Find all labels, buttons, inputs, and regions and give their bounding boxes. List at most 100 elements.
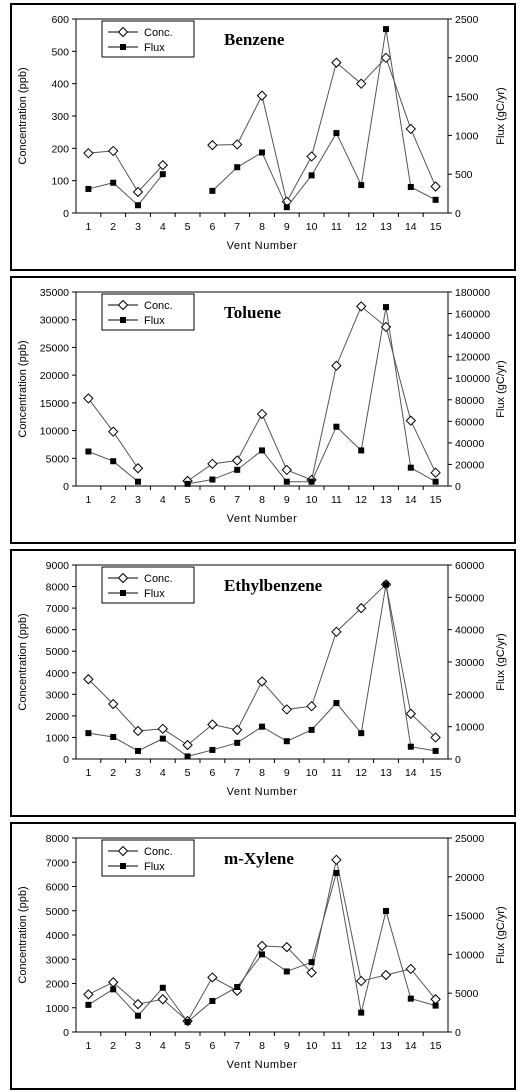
x-tick-label: 15 <box>430 1040 442 1052</box>
y2-tick-label: 180000 <box>455 287 490 299</box>
flux-data-point <box>432 478 439 485</box>
y2-tick-label: 0 <box>455 754 461 766</box>
conc-data-point <box>256 676 268 687</box>
x-tick-label: 10 <box>306 1040 318 1052</box>
chart-title: m-Xylene <box>224 849 294 868</box>
y-tick-label: 400 <box>51 79 69 91</box>
conc-data-point <box>405 123 417 135</box>
toluene-chart: 0 5000 10000 15000 20000 25000 30000 35000 0 2000… <box>17 287 507 525</box>
conc-series-line <box>212 56 437 204</box>
y2-tick-label: 2000 <box>455 53 479 65</box>
x-tick-label: 13 <box>380 767 392 779</box>
x-tick-label: 8 <box>259 767 265 779</box>
x-axis-title: Vent Number <box>227 513 298 525</box>
conc-data-point <box>207 139 218 151</box>
legend-marker <box>120 863 126 869</box>
y-tick-label: 1000 <box>46 1003 70 1015</box>
conc-data-point <box>306 151 317 162</box>
conc-data-point <box>306 700 317 712</box>
flux-data-point <box>209 476 216 483</box>
legend-box <box>101 293 195 331</box>
conc-data-point <box>405 963 417 975</box>
x-tick-label: 7 <box>234 1040 240 1052</box>
x-tick-label: 12 <box>355 1040 367 1052</box>
flux-data-point <box>209 997 216 1004</box>
x-tick-label: 12 <box>355 221 367 233</box>
legend-label: Flux <box>144 588 165 600</box>
flux-data-point <box>333 700 340 707</box>
x-tick-label: 3 <box>135 221 141 233</box>
legend-label: Conc. <box>144 573 173 585</box>
y2-tick-label: 25000 <box>455 833 484 845</box>
y-tick-label: 15000 <box>40 398 69 410</box>
flux-data-point <box>432 196 439 203</box>
legend-box <box>101 20 195 58</box>
x-tick-label: 7 <box>234 494 240 506</box>
x-tick-label: 9 <box>284 1040 290 1052</box>
flux-data-point <box>283 968 290 975</box>
y2-tick-label: 30000 <box>455 657 484 669</box>
flux-data-point <box>333 423 340 430</box>
x-tick-label: 6 <box>209 1040 215 1052</box>
x-tick-label: 6 <box>209 221 215 233</box>
y2-tick-label: 100000 <box>455 373 490 385</box>
flux-data-point <box>259 447 265 454</box>
legend-label: Flux <box>144 42 165 54</box>
legend-label: Conc. <box>144 846 173 858</box>
flux-data-point <box>383 581 389 588</box>
y-tick-label: 25000 <box>40 342 69 354</box>
x-tick-label: 5 <box>185 221 191 233</box>
x-tick-label: 9 <box>284 494 290 506</box>
chart-title: Benzene <box>224 30 285 49</box>
legend-label: Conc. <box>144 300 173 312</box>
y2-tick-label: 0 <box>455 1027 461 1039</box>
flux-data-point <box>209 187 216 194</box>
legend-marker <box>117 845 129 857</box>
legend-marker <box>117 572 129 584</box>
flux-data-point <box>135 1012 141 1019</box>
y-tick-label: 5000 <box>46 646 70 658</box>
conc-data-point <box>306 967 317 978</box>
conc-data-point <box>132 186 144 198</box>
conc-data-point <box>355 301 367 312</box>
conc-data-point <box>331 854 342 866</box>
y-axis-title: Concentration (ppb) <box>17 67 29 164</box>
conc-data-point <box>380 52 392 64</box>
conc-data-point <box>207 458 218 470</box>
y2-tick-label: 120000 <box>455 352 490 364</box>
y-tick-label: 100 <box>51 176 69 188</box>
x-tick-label: 15 <box>430 767 442 779</box>
x-tick-label: 13 <box>380 494 392 506</box>
y2-tick-label: 20000 <box>455 872 484 884</box>
conc-data-point <box>132 463 144 474</box>
y-tick-label: 2000 <box>46 979 70 991</box>
y2-tick-label: 2500 <box>455 14 479 26</box>
benzene-chart-panel: 0 100 200 300 400 500 600 0 500 1000 1500 2000 2500 1… <box>10 3 516 271</box>
y2-tick-label: 10000 <box>455 722 484 734</box>
ethylbenzene-chart-panel: 0 1000 2000 3000 4000 5000 6000 7000 8000 9000 0 10… <box>10 549 516 817</box>
conc-data-point <box>331 57 342 68</box>
flux-data-point <box>432 1002 439 1009</box>
x-tick-label: 2 <box>110 767 116 779</box>
legend-marker <box>120 317 126 323</box>
y2-tick-label: 500 <box>455 169 473 181</box>
y2-axis-title: Flux (gC/yr) <box>495 906 507 963</box>
x-tick-label: 15 <box>430 221 442 233</box>
conc-data-point <box>83 393 94 404</box>
conc-data-point <box>405 708 417 719</box>
x-axis-title: Vent Number <box>227 240 298 252</box>
conc-data-point <box>380 969 392 981</box>
y-tick-label: 20000 <box>40 370 69 382</box>
x-tick-label: 5 <box>185 1040 191 1052</box>
benzene-chart: 0 100 200 300 400 500 600 0 500 1000 1500 2000 2500 1… <box>17 14 507 252</box>
conc-data-point <box>331 360 342 371</box>
y-tick-label: 5000 <box>46 453 70 465</box>
y-tick-label: 3000 <box>46 954 70 966</box>
y-tick-label: 4000 <box>46 668 70 680</box>
conc-data-point <box>430 732 441 743</box>
plot-area-frame <box>75 291 449 487</box>
flux-data-point <box>283 738 290 745</box>
flux-data-point <box>110 734 117 741</box>
y2-tick-label: 40000 <box>455 625 484 637</box>
toluene-chart-panel: 0 5000 10000 15000 20000 25000 30000 35000 0 2000… <box>10 276 516 544</box>
